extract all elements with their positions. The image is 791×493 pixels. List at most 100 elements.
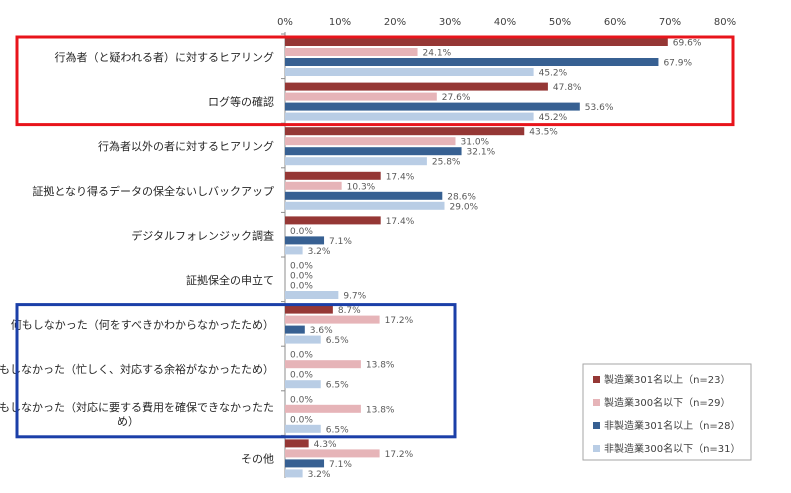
x-tick-label: 80% bbox=[714, 17, 736, 28]
data-label: 6.5% bbox=[326, 381, 349, 391]
x-tick-label: 60% bbox=[604, 17, 626, 28]
data-label: 3.6% bbox=[310, 326, 333, 336]
data-label: 0.0% bbox=[290, 395, 313, 405]
category-label: その他 bbox=[241, 452, 274, 465]
data-label: 47.8% bbox=[553, 83, 582, 93]
bar bbox=[285, 137, 456, 146]
data-label: 7.1% bbox=[329, 460, 352, 470]
bar bbox=[285, 112, 534, 121]
x-tick-label: 0% bbox=[277, 17, 293, 28]
data-label: 0.0% bbox=[290, 282, 313, 292]
data-label: 17.2% bbox=[385, 450, 414, 460]
data-label: 3.2% bbox=[308, 470, 331, 480]
category-label: 何もしなかった（何をすべきかわからなかったため） bbox=[11, 319, 274, 332]
data-label: 6.5% bbox=[326, 425, 349, 435]
bar bbox=[285, 157, 427, 166]
bar bbox=[285, 127, 525, 136]
data-label: 17.4% bbox=[386, 217, 415, 227]
data-label: 4.3% bbox=[314, 440, 337, 450]
legend-box bbox=[582, 363, 752, 461]
data-label: 0.0% bbox=[290, 262, 313, 272]
bar bbox=[285, 439, 309, 448]
bar bbox=[285, 246, 303, 255]
category-label: 証拠となり得るデータの保全ないしバックアップ bbox=[32, 184, 274, 198]
category-label: 証拠保全の申立て bbox=[186, 273, 274, 287]
bar bbox=[285, 469, 303, 478]
data-label: 28.6% bbox=[447, 192, 476, 202]
data-label: 13.8% bbox=[366, 405, 395, 415]
bar bbox=[285, 325, 305, 334]
x-tick-label: 20% bbox=[384, 17, 406, 28]
data-label: 43.5% bbox=[529, 128, 558, 138]
bar bbox=[285, 201, 445, 210]
bar bbox=[285, 360, 361, 369]
bar bbox=[285, 380, 321, 389]
bar bbox=[285, 236, 325, 245]
bar bbox=[285, 58, 659, 66]
bar bbox=[285, 38, 668, 46]
data-label: 6.5% bbox=[326, 336, 349, 346]
x-tick-label: 50% bbox=[549, 17, 571, 28]
bar bbox=[285, 305, 333, 314]
highlight-box-blue bbox=[15, 303, 457, 439]
data-label: 32.1% bbox=[467, 148, 496, 158]
bar bbox=[285, 335, 321, 344]
bar bbox=[285, 171, 381, 180]
data-label: 67.9% bbox=[663, 59, 692, 69]
category-label: 行為者以外の者に対するヒアリング bbox=[98, 139, 274, 153]
data-label: 3.2% bbox=[308, 247, 331, 257]
data-label: 29.0% bbox=[450, 202, 479, 212]
x-tick-label: 10% bbox=[329, 17, 351, 28]
data-label: 17.2% bbox=[385, 316, 414, 326]
data-label: 45.2% bbox=[539, 69, 568, 79]
bar bbox=[285, 102, 580, 111]
data-label: 0.0% bbox=[290, 415, 313, 425]
x-tick-label: 30% bbox=[439, 17, 461, 28]
data-label: 53.6% bbox=[585, 103, 614, 113]
data-label: 9.7% bbox=[343, 292, 366, 302]
legend-label: 非製造業301名以上（n=28） bbox=[604, 419, 741, 432]
data-label: 10.3% bbox=[347, 182, 376, 192]
bar bbox=[285, 82, 548, 91]
category-label: 何もしなかった（忙しく、対応する余裕がなかったため） bbox=[0, 362, 274, 376]
legend-label: 製造業301名以上（n=23） bbox=[604, 373, 731, 386]
bar bbox=[285, 191, 443, 200]
data-label: 31.0% bbox=[461, 138, 490, 148]
legend-label: 製造業300名以下（n=29） bbox=[604, 396, 731, 409]
x-tick-label: 40% bbox=[494, 17, 516, 28]
legend-swatch bbox=[593, 422, 600, 429]
data-label: 0.0% bbox=[290, 371, 313, 381]
bar bbox=[285, 449, 380, 458]
data-label: 0.0% bbox=[290, 272, 313, 282]
bar bbox=[285, 216, 381, 225]
data-label: 8.7% bbox=[338, 306, 361, 316]
data-label: 24.1% bbox=[423, 49, 452, 59]
legend-swatch bbox=[593, 376, 600, 383]
category-label: 何もしなかった（対応に要する費用を確保できなかったため） bbox=[0, 400, 274, 428]
data-label: 13.8% bbox=[366, 361, 395, 371]
category-label: 行為者（と疑われる者）に対するヒアリング bbox=[55, 50, 274, 64]
data-label: 17.4% bbox=[386, 172, 415, 182]
category-label: ログ等の確認 bbox=[208, 95, 274, 109]
data-label: 25.8% bbox=[432, 158, 461, 168]
data-label: 69.6% bbox=[673, 39, 702, 49]
legend-swatch bbox=[593, 399, 600, 406]
bar bbox=[285, 315, 380, 324]
legend-label: 非製造業300名以下（n=31） bbox=[604, 442, 741, 455]
data-label: 27.6% bbox=[442, 93, 471, 103]
bar bbox=[285, 181, 342, 190]
highlight-box-red bbox=[15, 35, 735, 127]
bar bbox=[285, 68, 534, 76]
data-label: 0.0% bbox=[290, 351, 313, 361]
x-tick-label: 70% bbox=[659, 17, 681, 28]
bar bbox=[285, 48, 418, 56]
bar bbox=[285, 424, 321, 433]
data-label: 0.0% bbox=[290, 227, 313, 237]
legend-swatch bbox=[593, 445, 600, 452]
bar bbox=[285, 404, 361, 413]
bar bbox=[285, 147, 462, 156]
data-label: 7.1% bbox=[329, 237, 352, 247]
data-label: 45.2% bbox=[539, 113, 568, 123]
